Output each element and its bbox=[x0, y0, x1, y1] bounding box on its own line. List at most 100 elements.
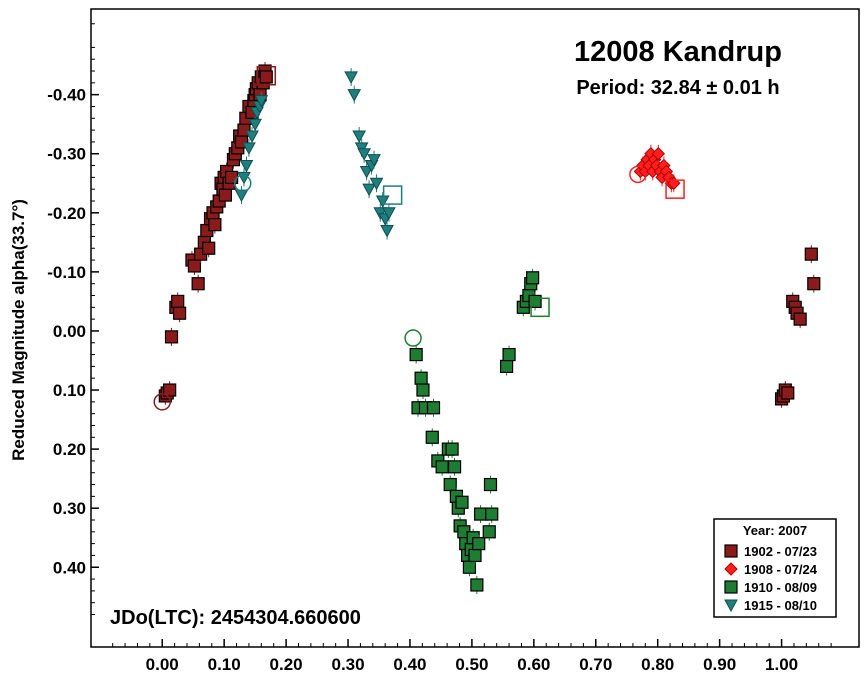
legend-entry-label: 1915 - 08/10 bbox=[744, 598, 817, 613]
data-point bbox=[445, 442, 459, 456]
data-point bbox=[242, 142, 256, 155]
legend-entry: 1902 - 07/23 bbox=[724, 544, 817, 559]
x-tick-label: 1.00 bbox=[765, 655, 798, 674]
data-point bbox=[208, 218, 222, 232]
data-point bbox=[447, 460, 462, 474]
data-point bbox=[473, 507, 488, 521]
data-point bbox=[425, 430, 439, 444]
data-point bbox=[344, 71, 358, 84]
data-point bbox=[455, 495, 469, 509]
x-tick-label: 0.20 bbox=[270, 655, 303, 674]
data-point bbox=[435, 460, 449, 474]
y-tick-label: -0.30 bbox=[47, 145, 86, 164]
y-tick-label: -0.40 bbox=[47, 86, 86, 105]
plot-frame bbox=[90, 8, 860, 648]
legend-entry: 1910 - 08/09 bbox=[724, 580, 817, 595]
legend: Year: 2007 1902 - 07/23 1908 - 07/24 1910 … bbox=[713, 518, 837, 618]
chart-subtitle: Period: 32.84 ± 0.01 h bbox=[576, 77, 779, 99]
y-tick-label: 0.40 bbox=[53, 558, 86, 577]
data-point bbox=[191, 277, 205, 291]
x-tick-label: 0.50 bbox=[455, 655, 488, 674]
data-point bbox=[483, 477, 498, 492]
data-point bbox=[804, 247, 818, 261]
data-point bbox=[248, 118, 262, 132]
data-point bbox=[171, 294, 185, 309]
data-point bbox=[163, 383, 177, 397]
data-point bbox=[369, 177, 384, 191]
x-tick-label: 0.80 bbox=[641, 655, 674, 674]
y-tick-label: 0.20 bbox=[53, 440, 86, 459]
data-point bbox=[367, 154, 381, 167]
data-points bbox=[158, 62, 821, 594]
start-marker bbox=[404, 329, 422, 347]
data-point bbox=[362, 183, 376, 197]
legend-marker bbox=[724, 562, 738, 576]
start-marker bbox=[629, 165, 647, 184]
x-tick-label: 0.70 bbox=[579, 655, 612, 674]
x-tick-label: 0.10 bbox=[208, 655, 241, 674]
data-point bbox=[245, 130, 259, 144]
x-tick-label: 0.90 bbox=[703, 655, 736, 674]
data-point bbox=[525, 271, 540, 285]
data-point bbox=[485, 507, 499, 521]
data-point bbox=[164, 330, 179, 344]
data-point bbox=[234, 189, 249, 203]
data-point bbox=[462, 560, 477, 574]
x-tick-label: 0.40 bbox=[393, 655, 426, 674]
data-point bbox=[443, 477, 457, 492]
data-point bbox=[187, 259, 202, 273]
data-point bbox=[172, 306, 187, 320]
x-axis-ticks: 0.00 0.10 0.20 0.30 0.40 0.50 0.60 0.70 0.80 0.90… bbox=[112, 639, 832, 674]
data-point bbox=[357, 148, 371, 161]
series-points bbox=[409, 268, 542, 594]
data-point bbox=[482, 525, 496, 539]
data-point bbox=[807, 277, 821, 291]
x-tick-label: 0.00 bbox=[146, 655, 179, 674]
data-point bbox=[651, 147, 666, 161]
data-point bbox=[375, 195, 390, 209]
chart-title: 12008 Kandrup bbox=[574, 36, 782, 68]
start-marker bbox=[153, 393, 171, 411]
x-tick-label: 0.60 bbox=[517, 655, 550, 674]
series-points bbox=[633, 144, 681, 193]
data-point bbox=[499, 359, 514, 373]
end-marker bbox=[530, 297, 550, 318]
legend-title: Year: 2007 bbox=[743, 523, 807, 538]
data-point bbox=[409, 347, 423, 362]
legend-entry: 1908 - 07/24 bbox=[724, 562, 818, 577]
legend-entry-label: 1908 - 07/24 bbox=[744, 562, 818, 577]
y-tick-label: 0.00 bbox=[53, 322, 86, 341]
data-point bbox=[224, 170, 239, 184]
jdo-annotation: JDo(LTC): 2454304.660600 bbox=[110, 607, 361, 629]
data-point bbox=[239, 160, 254, 173]
start-marker bbox=[233, 174, 252, 193]
data-point bbox=[382, 207, 396, 220]
legend-marker bbox=[724, 544, 738, 558]
data-point bbox=[781, 386, 795, 400]
y-tick-label: -0.10 bbox=[47, 263, 86, 282]
data-point bbox=[470, 578, 484, 592]
legend-entry-label: 1910 - 08/09 bbox=[744, 580, 817, 595]
legend-marker bbox=[724, 580, 738, 594]
data-point bbox=[347, 89, 362, 102]
data-point bbox=[426, 401, 441, 415]
y-tick-label: 0.10 bbox=[53, 381, 86, 400]
y-axis-label: Reduced Magnitude alpha(33.7°) bbox=[9, 199, 28, 461]
legend-entry: 1915 - 08/10 bbox=[724, 598, 817, 613]
data-point bbox=[259, 70, 273, 84]
y-tick-label: -0.20 bbox=[47, 204, 86, 223]
end-marker bbox=[382, 185, 403, 205]
data-point bbox=[414, 371, 428, 385]
data-point bbox=[352, 130, 367, 144]
start-end-markers bbox=[153, 66, 685, 411]
data-point bbox=[202, 241, 216, 255]
legend-entries: 1902 - 07/23 1908 - 07/24 1910 - 08/09 1915… bbox=[724, 544, 818, 613]
data-point bbox=[254, 95, 269, 108]
x-tick-label: 0.30 bbox=[331, 655, 364, 674]
data-point bbox=[502, 347, 516, 362]
data-point bbox=[380, 225, 394, 238]
legend-entry-label: 1902 - 07/23 bbox=[744, 544, 817, 559]
y-tick-label: 0.30 bbox=[53, 499, 86, 518]
data-point bbox=[359, 165, 374, 179]
data-point bbox=[793, 312, 807, 326]
